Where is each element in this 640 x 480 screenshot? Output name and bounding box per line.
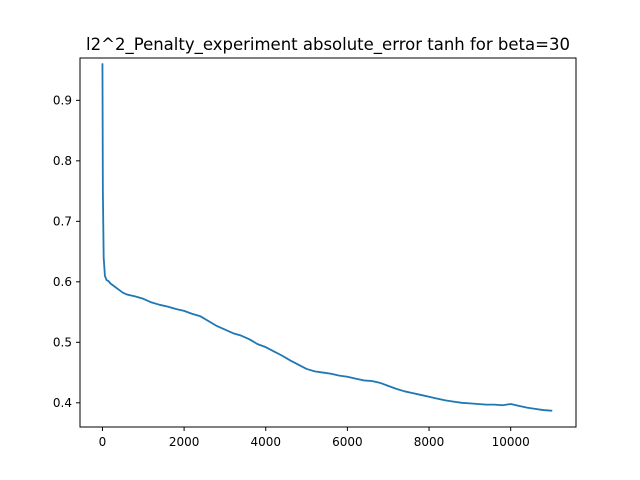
x-tick-label: 6000 (332, 435, 363, 449)
y-tick-label: 0.4 (53, 396, 72, 410)
x-tick-label: 8000 (414, 435, 445, 449)
series-layer (101, 63, 553, 412)
x-axis: 0 2000 4000 6000 8000 10000 (99, 427, 530, 449)
y-tick-label: 0.9 (53, 93, 72, 107)
y-tick-label: 0.8 (53, 154, 72, 168)
y-tick-label: 0.6 (53, 275, 72, 289)
y-tick-label: 0.5 (53, 335, 72, 349)
chart-title: l2^2_Penalty_experiment absolute_error t… (86, 35, 570, 55)
x-tick-label: 2000 (169, 435, 200, 449)
x-tick-label: 4000 (250, 435, 281, 449)
x-tick-label: 10000 (492, 435, 530, 449)
series-line (101, 63, 553, 412)
y-tick-label: 0.7 (53, 214, 72, 228)
x-tick-label: 0 (99, 435, 107, 449)
y-axis: 0.4 0.5 0.6 0.7 0.8 0.9 (53, 93, 80, 410)
plot-area-frame (79, 57, 577, 428)
